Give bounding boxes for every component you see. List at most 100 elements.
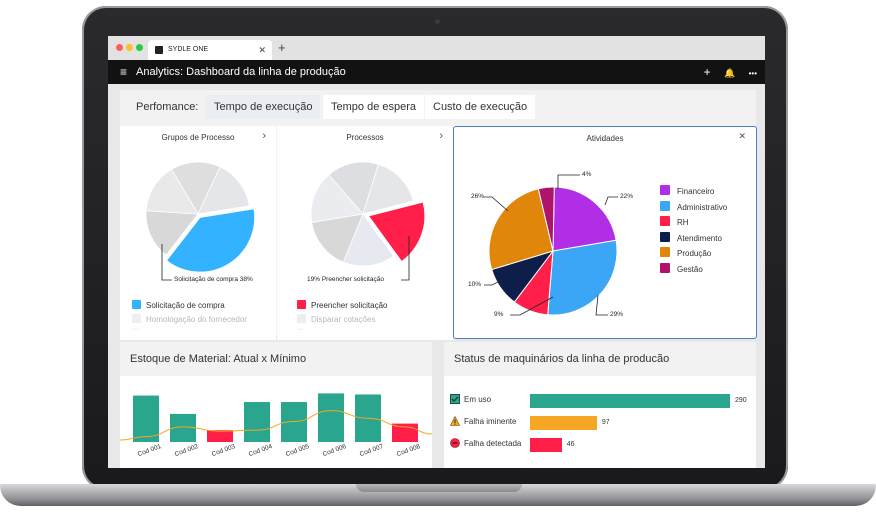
status-row-falha-iminente: Falha iminente (450, 416, 516, 430)
card-title: Atividades (586, 134, 624, 143)
stock-bar[interactable] (392, 423, 418, 442)
more-icon[interactable]: ••• (748, 69, 757, 78)
legend-item[interactable]: Solicitação de compra (132, 300, 225, 310)
bell-icon[interactable]: 🔔 (724, 68, 736, 78)
stock-bar-chart: Cod 001 Cod 002 Cod 003 Cod 004 Cod 005 Cod 0… (120, 393, 432, 458)
legend-swatch (132, 300, 141, 309)
tab-tempo-execucao[interactable]: Tempo de execução (206, 95, 321, 119)
panel-title: Estoque de Material: Atual x Mínimo (120, 342, 432, 376)
legend-swatch (660, 262, 670, 273)
card-atividades: Atividades ✕ 22% 29% 9% 10% 26% 4% Financeiro… (453, 126, 757, 339)
callout-line (484, 196, 509, 212)
pie-slice-other[interactable] (197, 166, 250, 215)
chevron-right-icon[interactable]: › (262, 130, 266, 142)
callout-line (484, 276, 509, 286)
legend-swatch (660, 216, 670, 226)
legend-item[interactable]: RH (660, 216, 689, 227)
legend-label: Atendimento (677, 233, 722, 243)
legend-label: Disparar cotações (311, 315, 376, 324)
pie-percent-label: 4% (582, 171, 592, 178)
legend-item[interactable]: Gestão (660, 262, 703, 274)
pie-slice-other[interactable] (170, 161, 221, 215)
pie-slice-other[interactable] (145, 210, 199, 256)
x-tick-label: Cod 002 (174, 443, 200, 458)
x-tick-label: Cod 005 (285, 443, 311, 458)
browser-tab[interactable]: SYDLE ONE ✕ (148, 40, 272, 60)
page-title: Analytics: Dashboard da linha de produçã… (136, 66, 346, 78)
legend-item[interactable]: Disparar cotações (297, 314, 375, 324)
legend-swatch (660, 247, 670, 257)
pie-callout-label: Solicitação de compra 38% (174, 276, 253, 283)
legend-item[interactable]: Atendimento (660, 231, 722, 243)
pie-slice-other[interactable] (328, 161, 379, 215)
pie-slice-gesto[interactable] (537, 186, 555, 252)
add-icon[interactable]: + (703, 65, 711, 79)
tab-custo-execucao[interactable]: Custo de execução (425, 95, 536, 119)
tab-tempo-espera[interactable]: Tempo de espera (323, 95, 424, 119)
status-value: 97 (601, 419, 610, 426)
legend-swatch (660, 231, 670, 242)
performance-panel: Perfomance: Tempo de execução Tempo de e… (120, 90, 757, 340)
close-icon[interactable]: ✕ (738, 131, 746, 141)
panel-title: Status de maquinários da linha de produc… (444, 342, 756, 376)
legend-label: Gestão (677, 264, 703, 274)
legend-item[interactable]: Administrativo (660, 200, 727, 212)
status-bar[interactable] (530, 438, 562, 452)
legend-swatch (297, 300, 306, 309)
menu-icon[interactable]: ≡ (120, 65, 128, 79)
x-tick-label: Cod 007 (359, 443, 385, 458)
status-bar[interactable] (530, 394, 730, 408)
stock-bar[interactable] (318, 393, 344, 442)
stock-bar[interactable] (133, 395, 159, 442)
pie-slice-administrativo[interactable] (547, 239, 618, 316)
legend-item[interactable]: Produção (660, 247, 711, 258)
legend-label: Produção (677, 249, 712, 258)
pie-percent-label: 22% (620, 193, 634, 200)
minimize-window-button[interactable] (126, 44, 133, 51)
new-tab-button[interactable]: + (278, 40, 286, 55)
status-bar[interactable] (530, 416, 597, 430)
warning-icon (450, 416, 460, 426)
pie-slice-produo[interactable] (488, 188, 554, 271)
maximize-window-button[interactable] (136, 44, 143, 51)
status-value: 290 (735, 397, 747, 404)
laptop-notch (356, 484, 522, 492)
browser-tab-title: SYDLE ONE (168, 46, 209, 53)
screen: SYDLE ONE ✕ + ≡ Analytics: Dashboard da … (108, 36, 765, 468)
status-row-falha-detectada: Falha detectada (450, 438, 521, 452)
legend-item[interactable]: Homologação do fornecedor (132, 314, 247, 324)
pie-slice-other[interactable] (342, 213, 395, 267)
pie-percent-label: 29% (610, 311, 624, 318)
close-window-button[interactable] (116, 44, 123, 51)
stock-bar[interactable] (207, 430, 233, 442)
pie-slice-other[interactable] (145, 168, 199, 215)
minimum-stock-line (120, 410, 432, 441)
pie-slice-highlight[interactable] (367, 201, 426, 263)
callout-line (604, 196, 618, 206)
legend-label: RH (677, 218, 689, 227)
pie-slice-other[interactable] (311, 213, 364, 263)
atividades-pie-chart (484, 174, 618, 316)
checkbox-icon (450, 394, 460, 404)
x-tick-label: Cod 003 (211, 443, 237, 458)
callout-line (401, 236, 410, 281)
pie-slice-other[interactable] (362, 163, 414, 215)
chevron-right-icon[interactable]: › (439, 130, 443, 142)
close-icon[interactable]: ✕ (258, 45, 266, 55)
stock-bar[interactable] (244, 402, 270, 442)
legend-label: Financeiro (677, 187, 715, 196)
callout-line (595, 294, 608, 316)
pie-slice-other[interactable] (310, 174, 364, 223)
pie-callout-label: 19% Preencher solicitação (307, 276, 384, 283)
status-label: Em uso (464, 395, 492, 404)
legend-item[interactable]: Financeiro (660, 185, 714, 196)
callout-line (557, 174, 580, 189)
card-title: Processos (346, 133, 384, 142)
pie-slice-highlight[interactable] (166, 208, 255, 273)
favicon-icon (155, 46, 163, 54)
pie-slice-financeiro[interactable] (552, 186, 617, 252)
legend-item[interactable]: Preencher solicitação (297, 300, 387, 310)
stock-panel: Estoque de Material: Atual x Mínimo Cod … (120, 342, 432, 468)
x-tick-label: Cod 004 (248, 443, 274, 458)
performance-label: Perfomance: (136, 101, 199, 113)
